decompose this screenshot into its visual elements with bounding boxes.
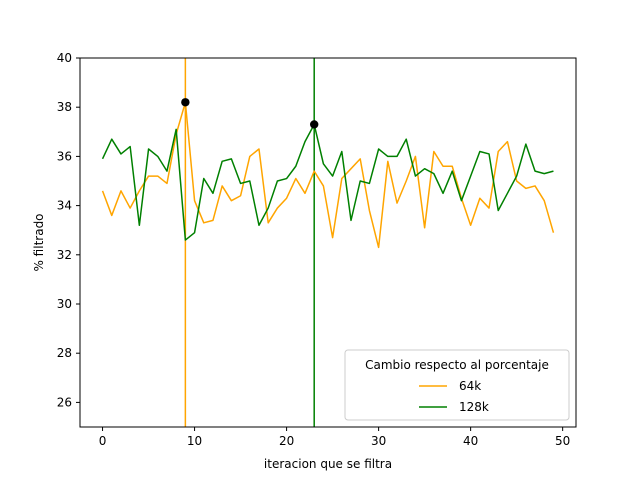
x-tick-label: 40	[463, 434, 478, 448]
series-line-128k	[101, 123, 554, 241]
series-line-64k	[101, 101, 555, 249]
peak-marker-1	[309, 120, 319, 129]
y-tick-label: 32	[57, 248, 72, 262]
legend-entries: 64k 128k	[419, 379, 489, 414]
legend-title: Cambio respecto al porcentaje	[365, 358, 549, 372]
x-tick-label: 20	[279, 434, 294, 448]
y-tick-label: 36	[57, 149, 72, 163]
legend-label-128k: 128k	[459, 400, 489, 414]
y-axis-label: % filtrado	[32, 213, 46, 271]
legend-label-64k: 64k	[459, 379, 481, 393]
x-tick-label: 30	[371, 434, 386, 448]
x-axis-ticks: 0 10 20 30 40 50	[99, 427, 570, 448]
legend-box	[344, 349, 570, 421]
y-tick-label: 38	[57, 100, 72, 114]
x-axis-label: iteracion que se filtra	[264, 457, 392, 471]
series-lines	[101, 101, 555, 249]
y-axis-ticks: 26 28 30 32 34 36 38 40	[57, 51, 80, 409]
x-tick-label: 0	[99, 434, 107, 448]
legend: Cambio respecto al porcentaje 64k 128k	[344, 349, 570, 421]
x-tick-label: 10	[187, 434, 202, 448]
y-tick-label: 30	[57, 297, 72, 311]
vertical-lines	[184, 58, 315, 427]
plot-frame	[79, 57, 577, 428]
x-tick-label: 50	[555, 434, 570, 448]
peak-markers	[181, 98, 319, 129]
y-tick-label: 34	[57, 199, 72, 213]
peak-marker-0	[181, 98, 190, 107]
y-tick-label: 40	[57, 51, 72, 65]
y-tick-label: 26	[57, 395, 72, 409]
y-tick-label: 28	[57, 346, 72, 360]
